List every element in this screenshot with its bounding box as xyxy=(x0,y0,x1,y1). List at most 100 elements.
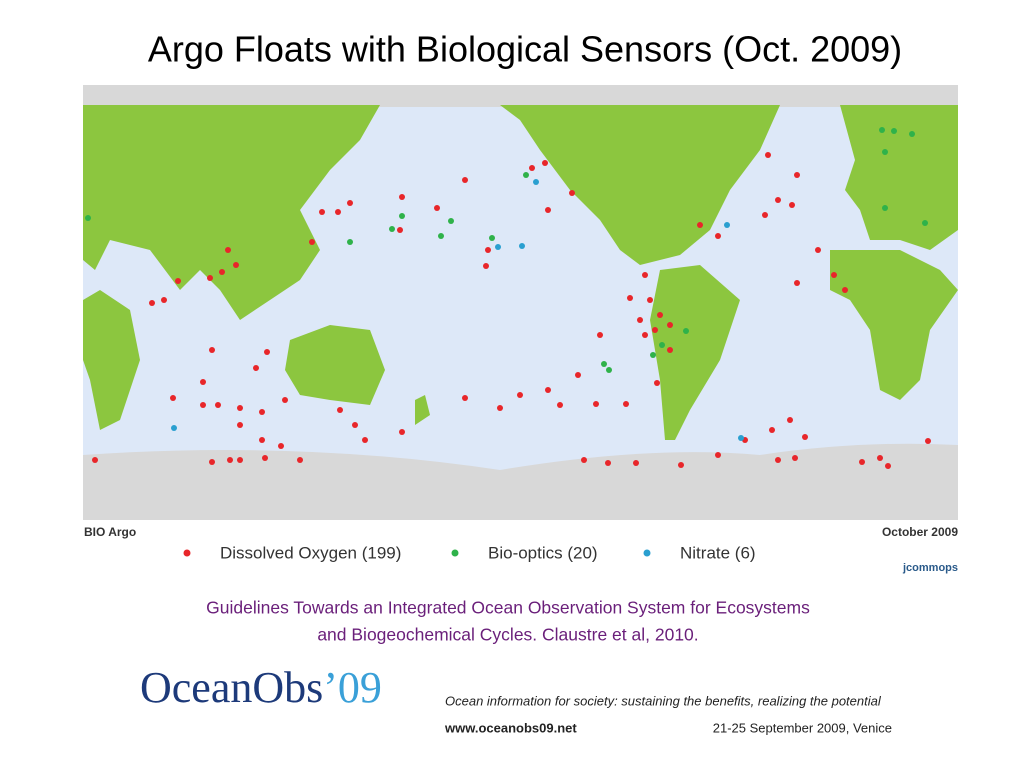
float-dot xyxy=(517,392,523,398)
float-dot xyxy=(891,128,897,134)
caption-line: Guidelines Towards an Integrated Ocean O… xyxy=(206,598,810,618)
legend-label: Dissolved Oxygen (199) xyxy=(220,543,401,562)
float-dot xyxy=(831,272,837,278)
float-dot xyxy=(627,295,633,301)
float-dot xyxy=(233,262,239,268)
float-dot xyxy=(171,425,177,431)
float-dot xyxy=(842,287,848,293)
float-dot xyxy=(765,152,771,158)
float-dot xyxy=(170,395,176,401)
float-markers xyxy=(85,127,931,469)
float-dot xyxy=(237,422,243,428)
float-dot xyxy=(545,387,551,393)
float-dot xyxy=(297,457,303,463)
float-dot xyxy=(775,457,781,463)
float-dot xyxy=(149,300,155,306)
float-dot xyxy=(557,402,563,408)
float-dot xyxy=(207,275,213,281)
float-dot xyxy=(209,347,215,353)
float-dot xyxy=(262,455,268,461)
float-dot xyxy=(335,209,341,215)
legend-swatch xyxy=(183,549,191,557)
map-label: BIO Argo xyxy=(84,525,136,539)
float-dot xyxy=(623,401,629,407)
float-dot xyxy=(659,342,665,348)
float-dot xyxy=(352,422,358,428)
logo: OceanObs’09 xyxy=(140,663,382,712)
float-dot xyxy=(715,233,721,239)
float-dot xyxy=(678,462,684,468)
float-dot xyxy=(581,457,587,463)
float-dot xyxy=(657,312,663,318)
float-dot xyxy=(652,327,658,333)
antarctica xyxy=(83,443,958,520)
slide-title: Argo Floats with Biological Sensors (Oct… xyxy=(148,29,902,70)
float-dot xyxy=(545,207,551,213)
float-dot xyxy=(489,235,495,241)
float-dot xyxy=(667,347,673,353)
float-dot xyxy=(259,437,265,443)
legend-panel xyxy=(83,520,958,585)
float-dot xyxy=(529,165,535,171)
float-dot xyxy=(282,397,288,403)
legend: Dissolved Oxygen (199) Bio-optics (20) Nit… xyxy=(183,543,756,562)
float-dot xyxy=(683,328,689,334)
float-dot xyxy=(697,222,703,228)
float-dot xyxy=(278,443,284,449)
credit: jcommops xyxy=(902,562,958,574)
float-dot xyxy=(319,209,325,215)
float-dot xyxy=(575,372,581,378)
float-dot xyxy=(667,322,673,328)
float-dot xyxy=(309,239,315,245)
map: BIO Argo October 2009 Dissolved Oxygen (… xyxy=(83,85,958,585)
float-dot xyxy=(434,205,440,211)
float-dot xyxy=(859,459,865,465)
float-dot xyxy=(485,247,491,253)
float-dot xyxy=(92,457,98,463)
logo-main: OceanObs xyxy=(140,663,323,712)
float-dot xyxy=(787,417,793,423)
float-dot xyxy=(483,263,489,269)
float-dot xyxy=(389,226,395,232)
float-dot xyxy=(362,437,368,443)
legend-label: Nitrate (6) xyxy=(680,543,756,562)
float-dot xyxy=(593,401,599,407)
float-dot xyxy=(200,402,206,408)
url: www.oceanobs09.net xyxy=(444,720,577,735)
float-dot xyxy=(225,247,231,253)
float-dot xyxy=(637,317,643,323)
float-dot xyxy=(877,455,883,461)
float-dot xyxy=(775,197,781,203)
float-dot xyxy=(654,380,660,386)
float-dot xyxy=(462,177,468,183)
float-dot xyxy=(925,438,931,444)
float-dot xyxy=(922,220,928,226)
float-dot xyxy=(523,172,529,178)
float-dot xyxy=(794,280,800,286)
float-dot xyxy=(175,278,181,284)
float-dot xyxy=(724,222,730,228)
float-dot xyxy=(542,160,548,166)
tagline: Ocean information for society: sustainin… xyxy=(445,693,882,708)
float-dot xyxy=(253,365,259,371)
float-dot xyxy=(606,367,612,373)
map-date: October 2009 xyxy=(882,525,958,539)
float-dot xyxy=(397,227,403,233)
legend-label: Bio-optics (20) xyxy=(488,543,598,562)
float-dot xyxy=(227,457,233,463)
float-dot xyxy=(642,272,648,278)
float-dot xyxy=(909,131,915,137)
float-dot xyxy=(802,434,808,440)
float-dot xyxy=(633,460,639,466)
float-dot xyxy=(519,243,525,249)
float-dot xyxy=(399,213,405,219)
float-dot xyxy=(215,402,221,408)
float-dot xyxy=(448,218,454,224)
float-dot xyxy=(597,332,603,338)
caption-line: and Biogeochemical Cycles. Claustre et a… xyxy=(317,625,698,645)
float-dot xyxy=(885,463,891,469)
float-dot xyxy=(601,361,607,367)
float-dot xyxy=(200,379,206,385)
float-dot xyxy=(259,409,265,415)
